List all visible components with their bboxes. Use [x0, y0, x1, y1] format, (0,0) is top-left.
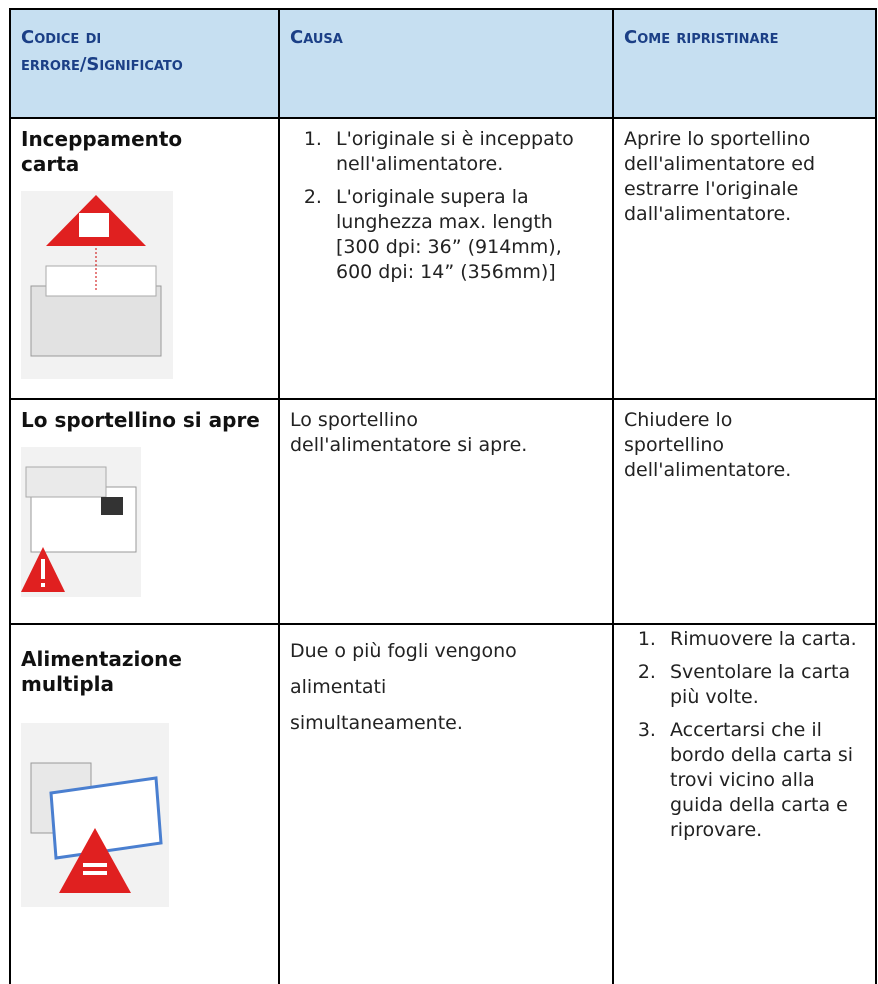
header-cell: Codice di errore/Significato [9, 8, 280, 119]
header-text: Codice di errore/Significato [21, 27, 183, 75]
remedy-item: Rimuovere la carta. [662, 627, 865, 652]
header-row: Codice di errore/Significato Causa Come … [9, 8, 877, 119]
door-illustration [21, 447, 141, 597]
cause-cell: Due o più fogli vengono alimentati simul… [278, 623, 614, 984]
code-cell: Inceppamento carta [9, 117, 280, 400]
multifeed-illustration [21, 723, 169, 907]
cause-item: L'originale supera la lunghezza max. len… [328, 185, 602, 285]
remedy-cell: Aprire lo sportellino dell'alimentatore … [612, 117, 877, 400]
remedy-item: Sventolare la carta più volte. [662, 660, 865, 710]
remedy-cell: Chiudere lo sportellino dell'alimentator… [612, 398, 877, 625]
remedy-item: Accertarsi che il bordo della carta si t… [662, 718, 865, 843]
jam-illustration [21, 191, 173, 379]
row: Alimentazione multipla Due o più fogli v… [9, 623, 877, 984]
error-table: Codice di errore/Significato Causa Come … [9, 8, 877, 984]
cause: Due o più fogli vengono alimentati simul… [290, 640, 517, 734]
code-cell: Lo sportellino si apre [9, 398, 280, 625]
header-cell: Come ripristinare [612, 8, 877, 119]
cause-item: L'originale si è inceppato nell'alimenta… [328, 127, 602, 177]
remedy-cell: Rimuovere la carta. Sventolare la carta … [612, 623, 877, 984]
row: Inceppamento carta L'originale si è ince… [9, 117, 877, 400]
cause-list: L'originale si è inceppato nell'alimenta… [290, 127, 602, 285]
remedy-list: Rimuovere la carta. Sventolare la carta … [624, 627, 865, 843]
code: Lo sportellino si apre [21, 408, 260, 432]
cause: Lo sportellino dell'alimentatore si apre… [290, 409, 528, 456]
code: Inceppamento carta [21, 127, 183, 176]
cause-cell: Lo sportellino dell'alimentatore si apre… [278, 398, 614, 625]
code-cell: Alimentazione multipla [9, 623, 280, 984]
cause-cell: L'originale si è inceppato nell'alimenta… [278, 117, 614, 400]
header-cell: Causa [278, 8, 614, 119]
remedy: Chiudere lo sportellino dell'alimentator… [624, 409, 792, 481]
code: Alimentazione multipla [21, 647, 182, 696]
row: Lo sportellino si apre Lo sportellino de… [9, 398, 877, 625]
